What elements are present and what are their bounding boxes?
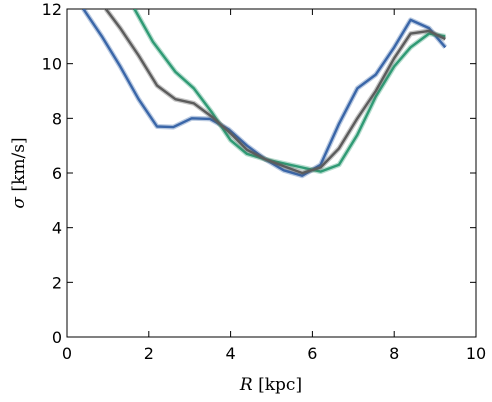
series-line-1	[133, 9, 446, 173]
y-tick-label: 8	[52, 109, 62, 128]
y-tick-label: 10	[42, 55, 62, 74]
series-line-band-1	[132, 9, 446, 175]
series-line-2	[104, 9, 446, 175]
y-axis-label: σ [km/s]	[9, 137, 29, 208]
y-tick-label: 4	[52, 219, 62, 238]
x-tick-label: 6	[307, 344, 317, 363]
series-layer	[81, 9, 448, 179]
y-axis-unit: [km/s]	[9, 137, 29, 191]
series-line-band-0	[81, 9, 448, 179]
plot-frame	[66, 8, 477, 338]
series-line-0	[82, 9, 447, 177]
x-axis-label: R [kpc]	[239, 375, 302, 395]
x-tick-label: 2	[144, 344, 154, 363]
x-axis-ticks: 0 2 4 6 8 10	[62, 9, 486, 363]
y-tick-label: 12	[42, 0, 62, 19]
x-tick-label: 8	[389, 344, 399, 363]
x-axis-symbol: R	[239, 375, 253, 395]
x-tick-label: 4	[226, 344, 236, 363]
x-tick-label: 0	[62, 344, 72, 363]
y-tick-label: 2	[52, 273, 62, 292]
y-axis-symbol: σ	[9, 197, 29, 209]
x-axis-unit: [kpc]	[258, 375, 302, 395]
y-tick-label: 6	[52, 164, 62, 183]
x-tick-label: 10	[466, 344, 486, 363]
y-tick-label: 0	[52, 328, 62, 347]
y-axis-ticks: 0 2 4 6 8 10 12	[42, 0, 476, 347]
series-line-band-2	[103, 9, 447, 176]
